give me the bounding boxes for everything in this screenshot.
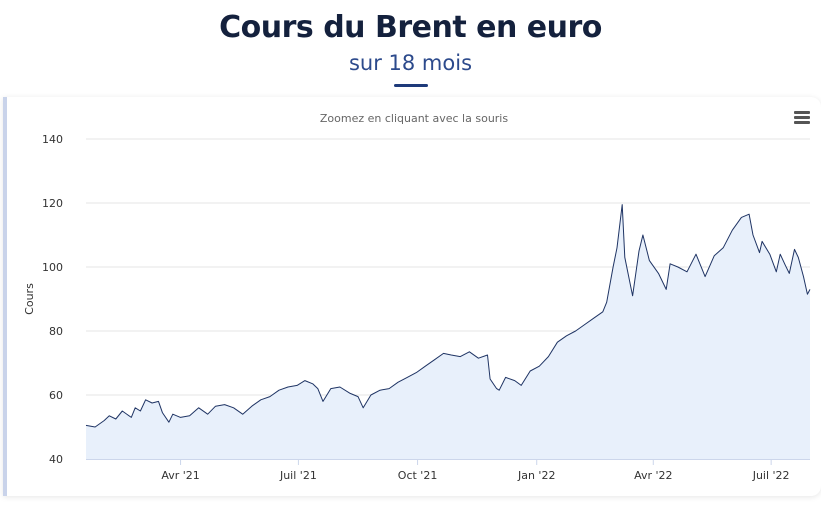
- menu-bar: [794, 121, 810, 124]
- y-tick-label: 120: [42, 197, 63, 210]
- hamburger-menu-icon[interactable]: [791, 109, 813, 129]
- chart-card[interactable]: Zoomez en cliquant avec la souris 40 60 80…: [3, 97, 821, 496]
- y-tick-label: 80: [49, 325, 63, 338]
- page-title: Cours du Brent en euro: [219, 10, 602, 45]
- series-line: [85, 204, 811, 428]
- page-heading: Cours du Brent en euro sur 18 mois: [0, 8, 821, 87]
- y-tick-label: 140: [42, 133, 63, 146]
- x-tick-label: Oct '21: [398, 469, 438, 482]
- menu-bar: [794, 111, 810, 114]
- x-tick-label: Juil '21: [279, 469, 317, 482]
- page-subtitle: sur 18 mois: [348, 51, 473, 75]
- x-tick-label: Avr '22: [634, 469, 672, 482]
- x-tick-label: Avr '21: [161, 469, 199, 482]
- y-tick-label: 100: [42, 261, 63, 274]
- y-tick-label: 40: [49, 453, 63, 466]
- x-tick-label: Jan '22: [517, 469, 555, 482]
- x-tick-label: Juil '22: [752, 469, 790, 482]
- plot-area[interactable]: [85, 204, 811, 459]
- y-tick-label: 60: [49, 389, 63, 402]
- brent-price-chart[interactable]: Zoomez en cliquant avec la souris 40 60 80…: [7, 97, 817, 496]
- series-area: [86, 204, 810, 459]
- y-axis-title: Cours: [23, 283, 36, 315]
- menu-bar: [794, 116, 810, 119]
- axes: 40 60 80 100 120 140 Avr '21 Juil '21 Oct '21 Jan…: [42, 133, 810, 482]
- zoom-hint: Zoomez en cliquant avec la souris: [320, 112, 508, 125]
- title-underline: [393, 84, 428, 87]
